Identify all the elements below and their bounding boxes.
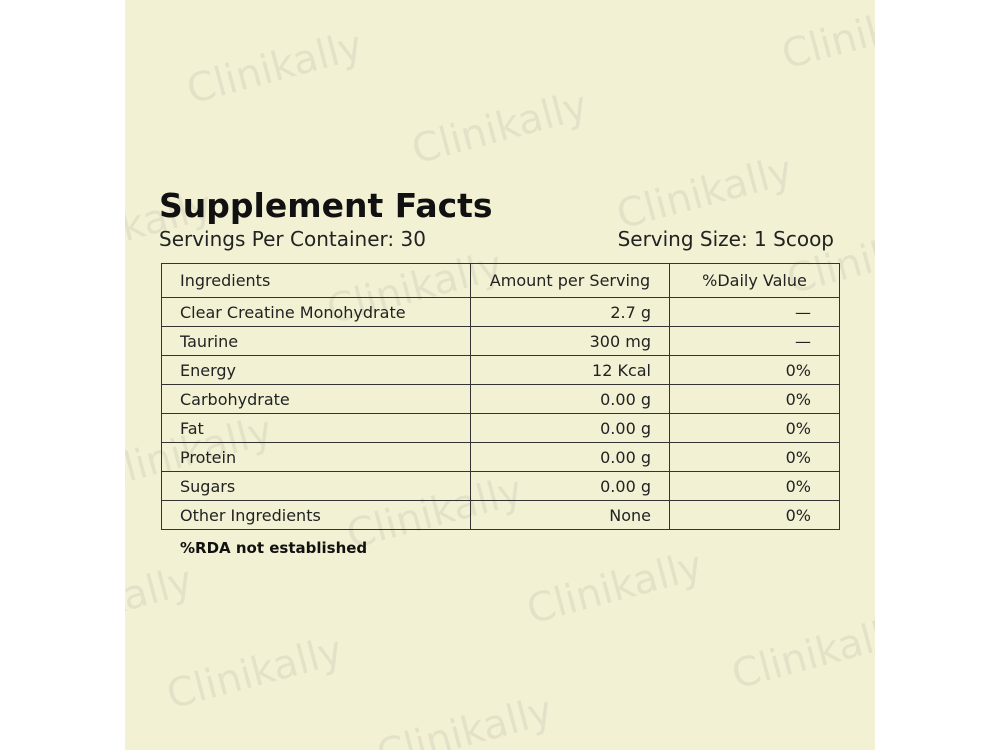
table-cell: 12 Kcal — [470, 355, 670, 385]
watermark: Clinikally — [162, 627, 348, 719]
watermark: Clinikally — [727, 607, 875, 699]
table-cell: 300 mg — [470, 326, 670, 356]
table-row: Carbohydrate 0.00 g 0% — [161, 384, 840, 414]
watermark: Clinikally — [372, 687, 558, 750]
table-cell: 0.00 g — [470, 442, 670, 472]
table-row: Protein 0.00 g 0% — [161, 442, 840, 472]
table-body: Clear Creatine Monohydrate 2.7 g — Taurine 3… — [161, 297, 840, 530]
table-row: Other Ingredients None 0% — [161, 500, 840, 530]
table-cell: Taurine — [161, 326, 471, 356]
table-row: Sugars 0.00 g 0% — [161, 471, 840, 501]
table-row: Fat 0.00 g 0% — [161, 413, 840, 443]
table-row: Clear Creatine Monohydrate 2.7 g — — [161, 297, 840, 327]
table-cell: Clear Creatine Monohydrate — [161, 297, 471, 327]
table-cell: 0.00 g — [470, 413, 670, 443]
table-cell: — — [669, 326, 840, 356]
table-cell: 0% — [669, 413, 840, 443]
table-cell: 0% — [669, 384, 840, 414]
table-cell: 0% — [669, 500, 840, 530]
label-panel: Clinikally Clinikally Clinikally Clinika… — [125, 0, 875, 750]
column-header: Amount per Serving — [470, 263, 670, 298]
table-row: Energy 12 Kcal 0% — [161, 355, 840, 385]
footnote: %RDA not established — [180, 539, 368, 557]
table-cell: 2.7 g — [470, 297, 670, 327]
table-cell: 0.00 g — [470, 471, 670, 501]
table-cell: 0% — [669, 471, 840, 501]
serving-size: Serving Size: 1 Scoop — [617, 227, 834, 251]
table-cell: 0.00 g — [470, 384, 670, 414]
table-row: Taurine 300 mg — — [161, 326, 840, 356]
table-cell: 0% — [669, 442, 840, 472]
table-cell: Carbohydrate — [161, 384, 471, 414]
column-header: %Daily Value — [669, 263, 840, 298]
table-cell: Energy — [161, 355, 471, 385]
watermark: Clinikally — [125, 557, 198, 649]
watermark: Clinikally — [407, 82, 593, 174]
watermark: Clinikally — [777, 0, 875, 79]
column-header: Ingredients — [161, 263, 471, 298]
table-cell: Other Ingredients — [161, 500, 471, 530]
table-cell: Protein — [161, 442, 471, 472]
watermark: Clinikally — [182, 22, 368, 114]
watermark: Clinikally — [612, 147, 798, 239]
servings: Servings Per Container: 30 — [159, 227, 426, 251]
header-row: Ingredients Amount per Serving %Daily Valu… — [161, 263, 840, 298]
table-cell: 0% — [669, 355, 840, 385]
table-cell: Sugars — [161, 471, 471, 501]
table-cell: — — [669, 297, 840, 327]
facts-table: Ingredients Amount per Serving %Daily Valu… — [161, 263, 840, 530]
watermark: Clinikally — [522, 542, 708, 634]
title: Supplement Facts — [159, 186, 493, 225]
table-cell: None — [470, 500, 670, 530]
table-cell: Fat — [161, 413, 471, 443]
